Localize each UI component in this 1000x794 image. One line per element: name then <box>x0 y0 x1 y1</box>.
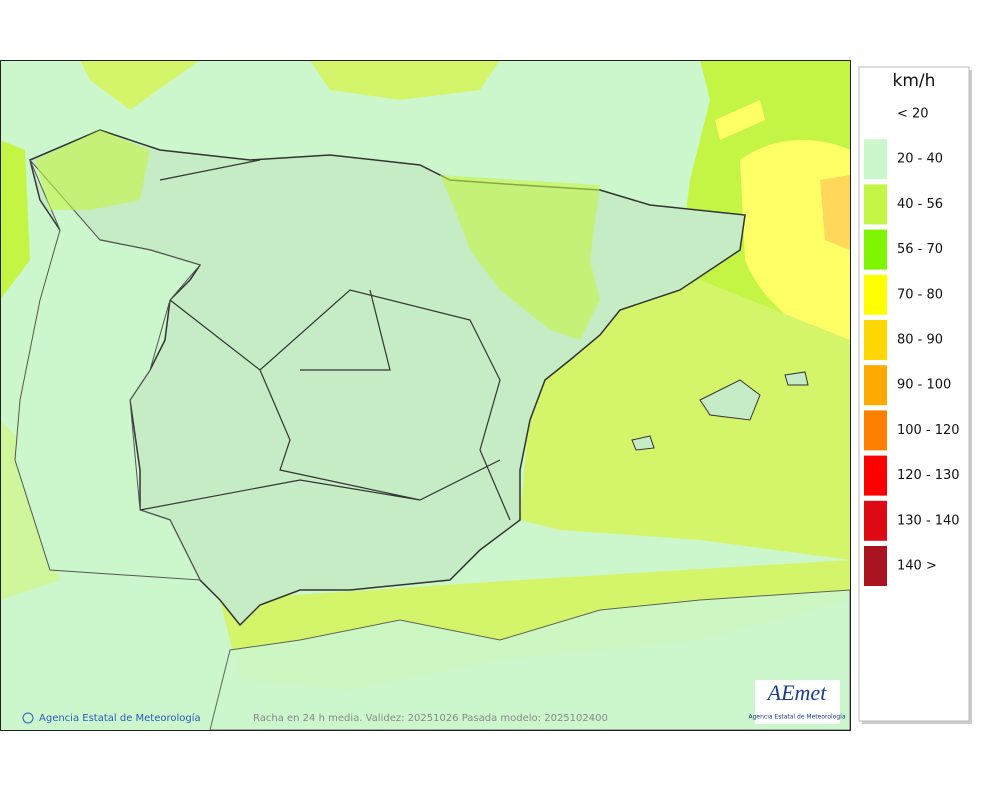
legend-label: 130 - 140 <box>897 513 960 528</box>
legend-label: 120 - 130 <box>897 468 960 483</box>
legend-swatch <box>864 229 887 270</box>
legend-label: 20 - 40 <box>897 152 943 167</box>
caption: Racha en 24 h media. Validez: 20251026 P… <box>253 713 608 724</box>
legend-swatch <box>864 410 887 451</box>
legend-swatch <box>864 365 887 406</box>
legend: < 20 20 - 40 40 - 56 56 - 70 70 - 80 80 - 90 9… <box>864 94 960 586</box>
legend-swatch <box>864 320 887 360</box>
legend-unit: km/h <box>893 71 936 91</box>
legend-label: 70 - 80 <box>897 287 943 302</box>
legend-label: 140 > <box>897 559 937 574</box>
logo-name: AEmet <box>766 680 828 705</box>
legend-label: 100 - 120 <box>897 423 960 438</box>
legend-swatch <box>864 94 887 134</box>
map <box>0 60 850 730</box>
logo-box <box>755 680 840 724</box>
logo-subtitle: Agencia Estatal de Meteorología <box>749 714 846 721</box>
map-frame <box>0 60 851 731</box>
copyright-text: Agencia Estatal de Meteorología <box>39 712 201 724</box>
legend-swatch <box>864 184 887 225</box>
legend-swatch <box>864 546 887 586</box>
legend-swatch <box>864 500 887 541</box>
legend-label: < 20 <box>897 107 929 122</box>
legend-swatch <box>864 139 887 180</box>
legend-label: 40 - 56 <box>897 197 943 212</box>
copyright-icon <box>22 712 34 724</box>
legend-swatch <box>864 455 887 496</box>
legend-swatch <box>864 274 887 315</box>
legend-label: 56 - 70 <box>897 242 943 257</box>
legend-label: 90 - 100 <box>897 378 951 393</box>
legend-label: 80 - 90 <box>897 333 943 348</box>
